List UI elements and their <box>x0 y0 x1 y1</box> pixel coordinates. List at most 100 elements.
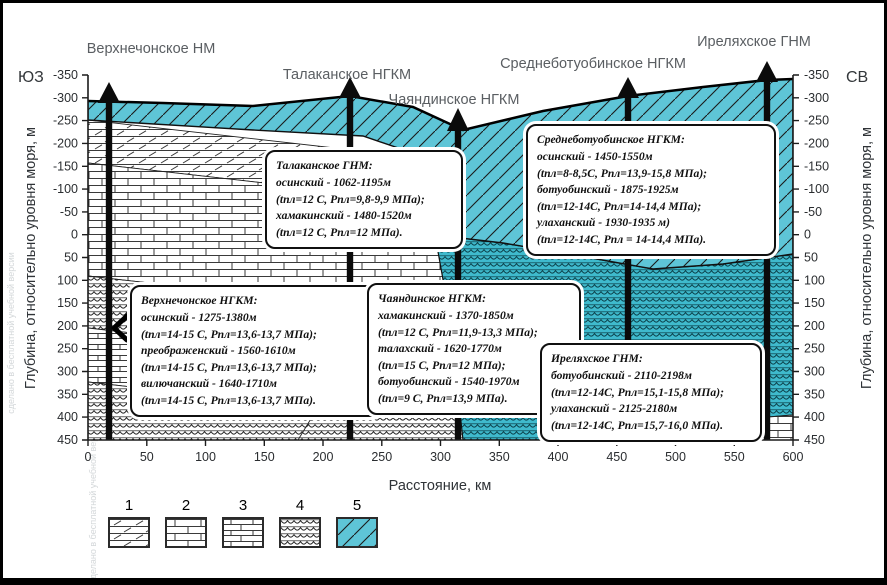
depth-tick-label: -300 <box>804 91 829 105</box>
info-box-line: (tпл=14-15 С, Рпл=13,6-13,7 МПа); <box>141 360 317 374</box>
distance-tick-label: 350 <box>489 450 510 464</box>
watermark-left: сделано в бесплатной учебной версии <box>6 252 16 414</box>
well-head-icon <box>756 61 778 82</box>
field-label-verkhnechonskoe: Верхнечонское НМ <box>87 41 216 57</box>
info-box-line: (tпл=12-14С, Рпл=14-14,4 МПа); <box>537 199 702 213</box>
depth-tick-label: -150 <box>53 159 78 173</box>
field-label-srednebotuobinskoe: Среднеботуобинское НГКМ <box>500 56 686 72</box>
depth-tick-label: -300 <box>53 91 78 105</box>
field-label-chayandinskoe: Чаяндинское НГКМ <box>389 92 520 108</box>
depth-tick-label: 250 <box>57 342 78 356</box>
depth-tick-label: 300 <box>804 365 825 379</box>
depth-tick-label: -100 <box>53 182 78 196</box>
distance-tick-label: 50 <box>140 450 154 464</box>
depth-tick-label: 450 <box>57 433 78 447</box>
depth-tick-label: 100 <box>804 273 825 287</box>
info-box-line: хамакинский - 1370-1850м <box>378 309 514 323</box>
teal-hatch-pattern-swatch <box>336 517 378 548</box>
legend-number: 5 <box>352 497 362 514</box>
well-head-icon <box>617 77 639 98</box>
info-box-line: осинский - 1450-1550м <box>537 150 653 164</box>
info-box-chayandinskoe: Чаяндинское НГКМ: хамакинский - 1370-185… <box>367 283 581 416</box>
depth-tick-label: 100 <box>57 273 78 287</box>
info-box-line: осинский - 1275-1380м <box>141 311 257 325</box>
depth-tick-label: -150 <box>804 159 829 173</box>
depth-tick-label: 400 <box>57 410 78 424</box>
info-box-line: ботуобинский - 1540-1970м <box>378 375 520 389</box>
distance-tick-label: 500 <box>665 450 686 464</box>
distance-tick-label: 200 <box>313 450 334 464</box>
depth-axis-ticks-right <box>793 74 799 441</box>
distance-tick-label: 550 <box>724 450 745 464</box>
depth-tick-label: 250 <box>804 342 825 356</box>
distance-tick-label: 400 <box>548 450 569 464</box>
distance-tick-label: 250 <box>371 450 392 464</box>
depth-tick-label: -50 <box>60 205 78 219</box>
legend-item-4: 4 <box>279 497 321 548</box>
info-box-line: (tпл=12 С, Рпл=12 МПа). <box>276 225 403 239</box>
info-box-line: (tпл=14-15 С, Рпл=13,6-13,7 МПа). <box>141 393 316 407</box>
depth-tick-label: -50 <box>804 205 822 219</box>
depth-axis-ticks-left <box>82 74 88 441</box>
info-box-line: улаханский - 1930-1935 м) <box>537 216 670 230</box>
depth-tick-label: 200 <box>804 319 825 333</box>
legend-number: 1 <box>124 497 134 514</box>
depth-tick-label: 400 <box>804 410 825 424</box>
brick-diagonal-pattern-swatch <box>108 517 150 548</box>
distance-tick-label: 300 <box>430 450 451 464</box>
wellbore <box>763 78 771 440</box>
depth-tick-label: -200 <box>804 136 829 150</box>
chevron-pattern-swatch <box>279 517 321 548</box>
depth-tick-label: 300 <box>57 365 78 379</box>
depth-axis-title-right: Глубина, относительно уровня моря, м <box>859 127 875 389</box>
info-box-line: (tпл=8-8,5С, Рпл=13,9-15,8 МПа); <box>537 166 708 180</box>
compass-sw-label: ЮЗ <box>18 69 44 86</box>
arrow-left-icon <box>111 313 130 343</box>
distance-axis-ticks <box>87 440 794 446</box>
info-box-title: Талаканское ГНМ: <box>276 159 373 172</box>
legend-item-2: 2 <box>165 497 207 548</box>
info-box-talakanskoe: Талаканское ГНМ: осинский - 1062-1195м (… <box>265 150 463 250</box>
info-box-verkhnechonskoe: Верхнечонское НГКМ: осинский - 1275-1380… <box>130 285 382 418</box>
legend-number: 4 <box>295 497 305 514</box>
well-head-icon <box>339 77 361 98</box>
info-box-line: (tпл=14-15 С, Рпл=13,6-13,7 МПа); <box>141 327 317 341</box>
info-box-line: (tпл=12-14С, Рпл=15,1-15,8 МПа); <box>551 385 724 399</box>
info-box-title: Верхнечонское НГКМ: <box>141 294 258 307</box>
info-box-line: осинский - 1062-1195м <box>276 176 391 190</box>
info-box-title: Иреляхское ГНМ: <box>551 352 643 365</box>
depth-tick-label: -250 <box>804 114 829 128</box>
field-label-talakanskoe: Талаканское НГКМ <box>283 67 411 83</box>
well-srednebotuobinskoe <box>617 77 639 440</box>
legend: 1 2 3 4 5 <box>108 497 378 548</box>
well-talakanskoe <box>339 77 361 440</box>
info-box-line: хамакинский - 1480-1520м <box>276 209 412 223</box>
depth-tick-label: -100 <box>804 182 829 196</box>
brick-small-pattern-swatch <box>222 517 264 548</box>
depth-tick-label: 450 <box>804 433 825 447</box>
depth-axis-title-left: Глубина, относительно уровня моря, м <box>23 127 39 389</box>
depth-tick-label: 0 <box>71 228 78 242</box>
legend-number: 3 <box>238 497 248 514</box>
info-box-line: ботуобинский - 2110-2198м <box>551 369 692 383</box>
depth-tick-label: 200 <box>57 319 78 333</box>
depth-tick-label: 50 <box>804 251 818 265</box>
info-box-line: (tпл=9 С, Рпл=13,9 МПа). <box>378 391 508 405</box>
info-box-line: (tпл=12 С, Рпл=11,9-13,3 МПа); <box>378 325 538 339</box>
depth-tick-label: -350 <box>804 68 829 82</box>
legend-item-1: 1 <box>108 497 150 548</box>
wellbore <box>624 94 632 440</box>
well-head-icon <box>447 108 469 131</box>
depth-tick-label: 150 <box>804 296 825 310</box>
distance-tick-label: 150 <box>254 450 275 464</box>
field-label-irelyakhskoe: Иреляхское ГНМ <box>697 34 811 50</box>
watermark-bottom-left: сделано в бесплатной учебной версии <box>88 422 98 584</box>
legend-number: 2 <box>181 497 191 514</box>
depth-tick-label: -350 <box>53 68 78 82</box>
info-box-line: (tпл=15 С, Рпл=12 МПа); <box>378 358 506 372</box>
depth-tick-label: 50 <box>64 251 78 265</box>
wellbore <box>346 94 354 440</box>
brick-pattern-swatch <box>165 517 207 548</box>
compass-ne-label: СВ <box>846 69 868 86</box>
